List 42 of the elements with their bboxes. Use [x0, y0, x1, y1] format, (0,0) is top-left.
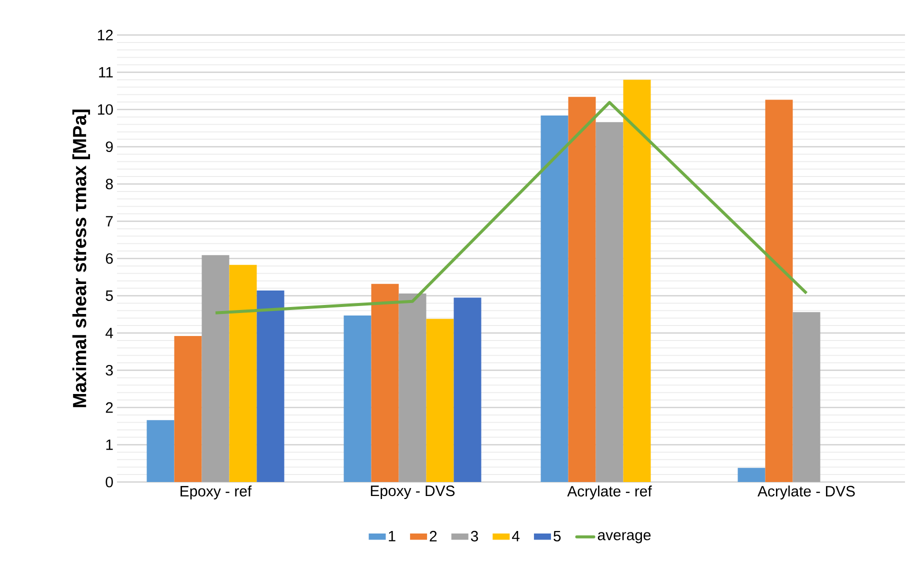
bar [765, 100, 793, 482]
bar [426, 318, 454, 482]
bar [256, 290, 284, 482]
y-tick-label: 8 [106, 178, 113, 190]
x-tick-label: Acrylate - ref [567, 486, 652, 500]
bar [454, 298, 482, 482]
bar [738, 468, 766, 482]
line-series [214, 100, 808, 314]
y-tick-label: 10 [98, 104, 113, 115]
y-tick-label: 3 [106, 364, 113, 376]
y-tick-label: 1 [106, 440, 113, 450]
bar [174, 336, 202, 482]
y-tick-label: 7 [106, 216, 113, 226]
legend-label: 4 [512, 530, 520, 542]
bar [146, 420, 174, 482]
y-tick-label: 6 [106, 253, 113, 264]
x-tick-label: Acrylate - DVS [758, 486, 855, 500]
y-tick-label: 11 [99, 67, 113, 78]
bar [792, 312, 820, 482]
y-tick-label: 9 [106, 141, 113, 152]
bar [202, 255, 230, 482]
y-tick-label: 0 [106, 476, 113, 488]
legend-label: average [598, 532, 651, 544]
x-tick-label: Epoxy - DVS [370, 486, 455, 500]
y-tick-label: 12 [98, 30, 113, 40]
bar [229, 264, 257, 482]
bar [596, 122, 624, 482]
y-tick-label: 2 [106, 402, 113, 413]
legend-label: 5 [554, 530, 561, 542]
bar [568, 96, 596, 482]
x-tick-label: Epoxy - ref [180, 486, 252, 500]
bar [344, 315, 372, 482]
legend-label: 2 [430, 530, 437, 542]
y-tick-label: 5 [106, 290, 113, 301]
bar [371, 284, 399, 482]
legend-label: 1 [388, 530, 396, 542]
legend-label: 3 [470, 530, 478, 542]
bar [540, 115, 568, 482]
y-axis-title: Maximal shear stress τmax [MPa] [72, 110, 90, 408]
bar [398, 294, 426, 482]
y-tick-label: 4 [106, 328, 114, 338]
bar [623, 80, 651, 482]
